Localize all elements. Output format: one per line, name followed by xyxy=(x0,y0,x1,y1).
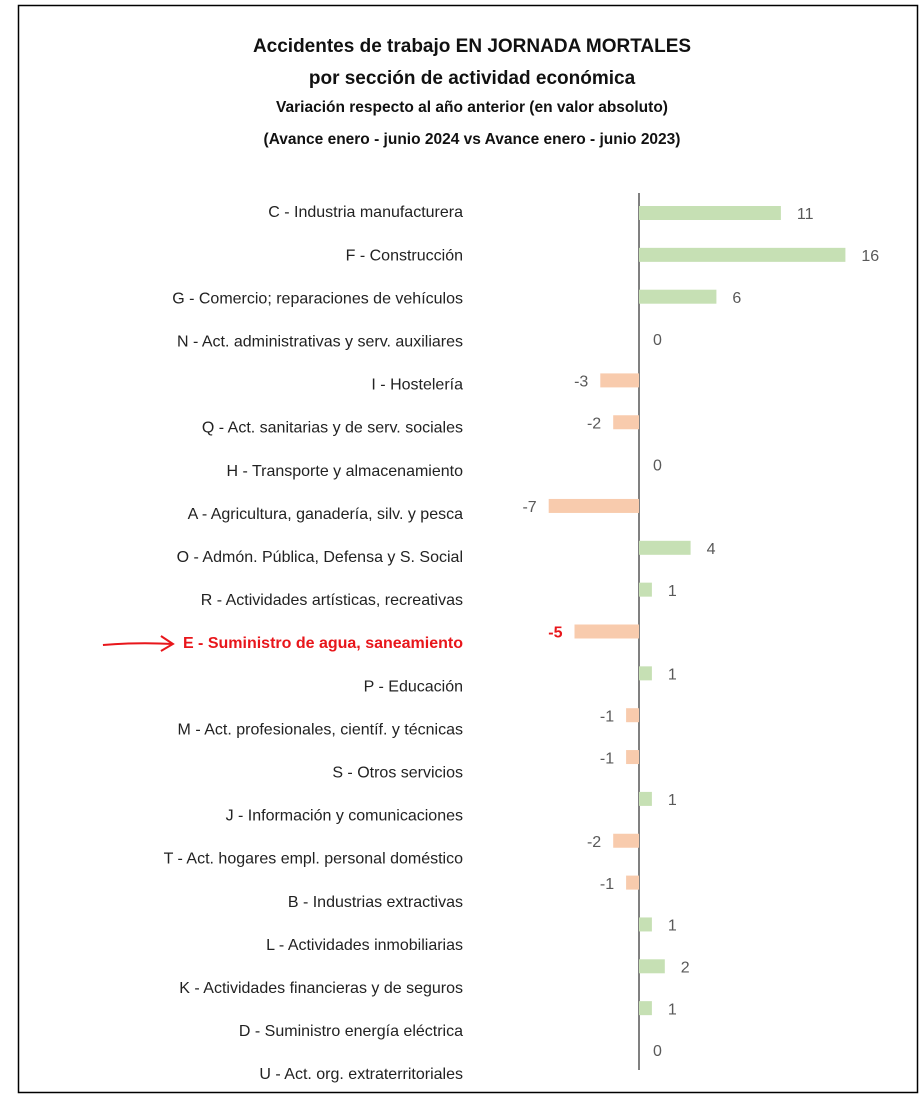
category-label: K - Actividades financieras y de seguros xyxy=(179,980,463,997)
highlight-arrow xyxy=(102,642,173,646)
value-label: -3 xyxy=(574,374,588,391)
category-label: N - Act. administrativas y serv. auxilia… xyxy=(177,334,463,351)
chart-title: Accidentes de trabajo EN JORNADA MORTALE… xyxy=(253,36,691,57)
bar xyxy=(613,415,639,430)
bar xyxy=(639,1001,652,1016)
category-label: D - Suministro energía eléctrica xyxy=(239,1023,463,1040)
chart-subtitle-line2: (Avance enero - junio 2024 vs Avance ene… xyxy=(264,131,681,148)
bar xyxy=(639,666,652,681)
category-label: J - Información y comunicaciones xyxy=(226,808,463,825)
value-label: 1 xyxy=(668,667,677,684)
bar xyxy=(639,247,846,262)
category-label: O - Admón. Pública, Defensa y S. Social xyxy=(177,549,463,566)
value-label: 0 xyxy=(653,1043,662,1060)
value-label: -1 xyxy=(600,708,614,725)
value-label: 2 xyxy=(681,960,690,977)
value-label: -7 xyxy=(522,499,536,516)
bar xyxy=(639,206,781,220)
category-label: H - Transporte y almacenamiento xyxy=(226,463,463,480)
category-label: E - Suministro de agua, saneamiento xyxy=(183,635,463,652)
bar xyxy=(639,289,717,304)
value-label: 1 xyxy=(668,583,677,600)
value-label: -2 xyxy=(587,834,601,851)
category-label: R - Actividades artísticas, recreativas xyxy=(201,592,463,609)
category-label: M - Act. profesionales, científ. y técni… xyxy=(178,721,463,738)
bar xyxy=(626,708,639,723)
category-label: S - Otros servicios xyxy=(332,765,463,782)
bar xyxy=(626,875,639,890)
bar xyxy=(613,833,639,848)
bar xyxy=(600,373,639,388)
value-label: 1 xyxy=(668,792,677,809)
category-label: Q - Act. sanitarias y de serv. sociales xyxy=(202,420,463,437)
value-label: -2 xyxy=(587,415,601,432)
category-label: U - Act. org. extraterritoriales xyxy=(259,1066,463,1083)
category-label: F - Construcción xyxy=(346,247,463,264)
value-label: 11 xyxy=(797,206,814,223)
value-label: 1 xyxy=(668,918,677,935)
bar xyxy=(626,750,639,765)
bar xyxy=(639,582,652,597)
value-label: -5 xyxy=(548,625,562,642)
value-label: 16 xyxy=(861,248,879,265)
value-label: 4 xyxy=(707,541,716,558)
category-label: I - Hostelería xyxy=(371,377,463,394)
bar xyxy=(639,791,652,806)
value-label: 0 xyxy=(653,457,662,474)
highlight-arrowhead xyxy=(160,635,175,652)
value-label: 0 xyxy=(653,332,662,349)
bar xyxy=(548,498,639,513)
category-label: L - Actividades inmobiliarias xyxy=(266,937,463,954)
category-label: P - Educación xyxy=(364,678,463,695)
chart-frame xyxy=(17,4,919,1094)
category-label: C - Industria manufacturera xyxy=(268,204,463,221)
value-label: -1 xyxy=(600,876,614,893)
bar xyxy=(639,959,665,974)
category-label: T - Act. hogares empl. personal doméstic… xyxy=(164,851,464,868)
bar xyxy=(574,624,639,639)
category-label: A - Agricultura, ganadería, silv. y pesc… xyxy=(188,506,464,523)
chart-subtitle: Variación respecto al año anterior (en v… xyxy=(276,99,668,116)
value-label: 1 xyxy=(668,1001,677,1018)
category-label: B - Industrias extractivas xyxy=(288,894,463,911)
chart-title-line2: por sección de actividad económica xyxy=(309,68,636,89)
bar xyxy=(639,540,691,555)
bar xyxy=(639,917,652,932)
category-label: G - Comercio; reparaciones de vehículos xyxy=(172,290,463,307)
value-label: 6 xyxy=(732,290,741,307)
value-label: -1 xyxy=(600,750,614,767)
